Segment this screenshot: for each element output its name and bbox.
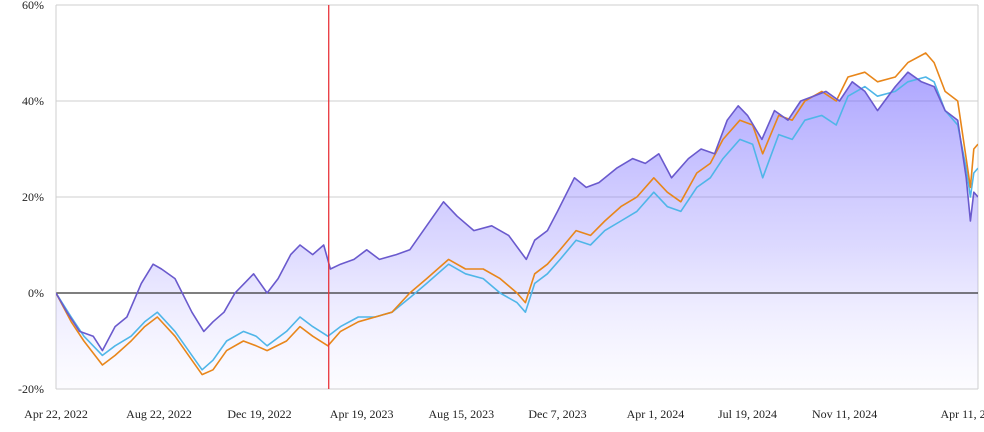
y-tick-label: 60% xyxy=(22,0,44,12)
series-line-orange xyxy=(56,52,978,376)
x-tick-label: Aug 15, 2023 xyxy=(428,407,494,421)
y-axis-ticks: -20% 0% 20% 40% 60% xyxy=(18,0,44,396)
y-tick-label: 40% xyxy=(22,94,44,108)
series-line-blue xyxy=(56,76,978,371)
x-tick-label: Jul 19, 2024 xyxy=(718,407,777,421)
x-tick-label: Dec 19, 2022 xyxy=(227,407,291,421)
x-tick-label: Nov 11, 2024 xyxy=(812,407,877,421)
area-layer xyxy=(56,72,978,389)
x-axis-ticks: Apr 22, 2022 Aug 22, 2022 Dec 19, 2022 Apr … xyxy=(24,407,984,421)
series-area-fill xyxy=(56,72,978,389)
x-tick-label: Apr 22, 2022 xyxy=(24,407,88,421)
series-line-primary xyxy=(56,71,978,352)
y-tick-label: 0% xyxy=(28,286,44,300)
y-tick-label: -20% xyxy=(18,382,44,396)
x-tick-label: Apr 1, 2024 xyxy=(627,407,685,421)
x-tick-label: Aug 22, 2022 xyxy=(126,407,192,421)
x-tick-label: Apr 19, 2023 xyxy=(330,407,394,421)
x-tick-label: Apr 11, 2025 xyxy=(940,407,984,421)
x-tick-label: Dec 7, 2023 xyxy=(528,407,586,421)
y-tick-label: 20% xyxy=(22,190,44,204)
series-layer xyxy=(56,52,978,376)
